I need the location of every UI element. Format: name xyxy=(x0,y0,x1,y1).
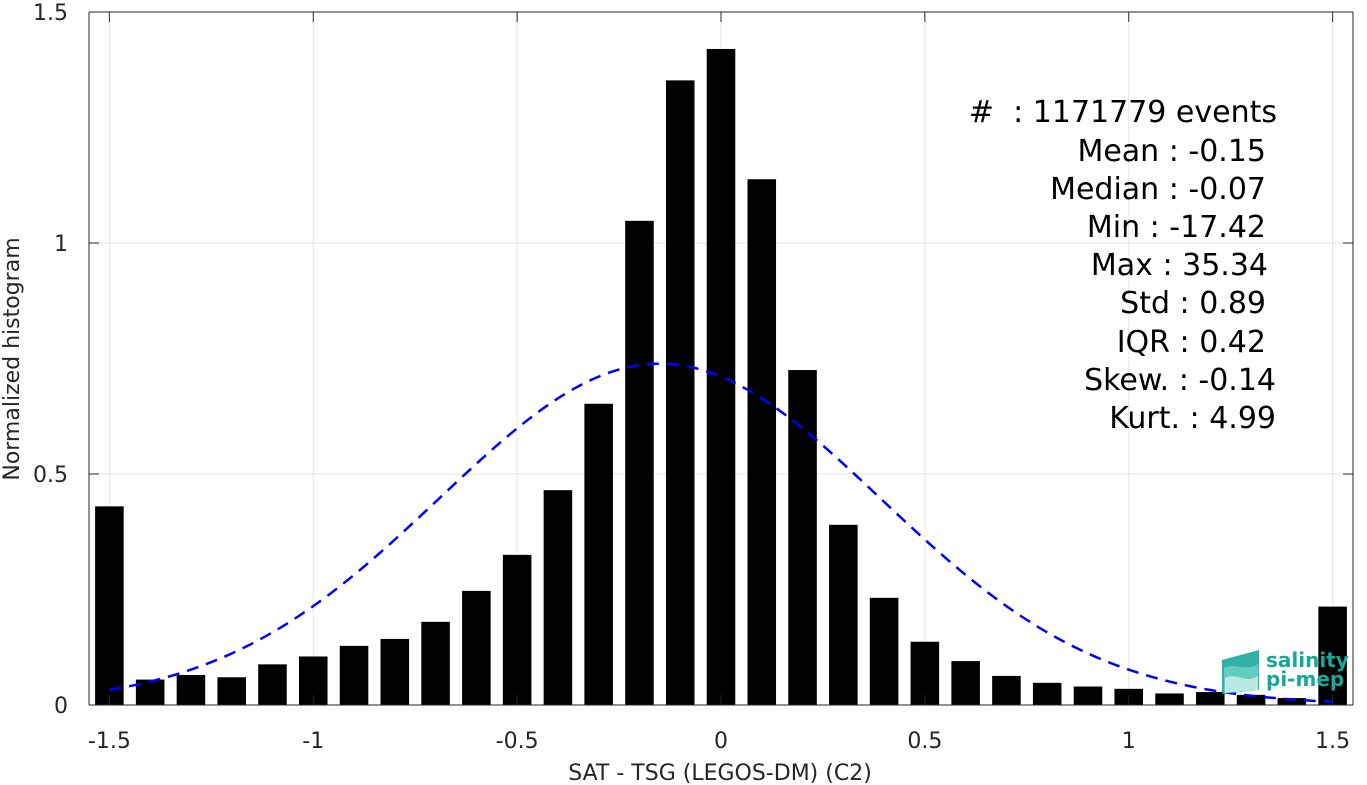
wave-icon xyxy=(1222,650,1259,694)
stat-mean: Mean : -0.15 xyxy=(1077,134,1266,169)
bar-24 xyxy=(1073,686,1103,705)
bar-9 xyxy=(462,590,491,705)
bar-27 xyxy=(1196,692,1225,705)
bar-2 xyxy=(176,674,206,705)
bar-23 xyxy=(1032,682,1062,705)
logo-line2: pi-mep xyxy=(1266,667,1344,691)
bar-28 xyxy=(1236,694,1266,705)
y-tick-label: 1.5 xyxy=(33,1,68,26)
y-axis-label: Normalized histogram xyxy=(0,237,25,480)
stat-kurt: Kurt. : 4.99 xyxy=(1109,401,1276,436)
stat-std: Std : 0.89 xyxy=(1120,286,1266,321)
stat-events: # : 1171779 events xyxy=(969,95,1277,130)
x-tick-label: -1 xyxy=(302,729,324,754)
y-tick-label: 0 xyxy=(54,694,68,719)
logo-line1: salinity xyxy=(1266,648,1349,672)
x-tick-label: 1.5 xyxy=(1315,729,1350,754)
bar-12 xyxy=(584,403,613,705)
bar-7 xyxy=(380,638,410,705)
bar-13 xyxy=(625,220,654,705)
histogram-bars xyxy=(95,48,1347,706)
x-tick-label: -1.5 xyxy=(88,729,131,754)
x-tick-label: 0.5 xyxy=(907,729,942,754)
bar-26 xyxy=(1155,693,1184,705)
x-tick-label: 0 xyxy=(714,729,728,754)
bar-19 xyxy=(869,597,899,705)
stat-iqr: IQR : 0.42 xyxy=(1117,325,1266,360)
bar-10 xyxy=(502,554,532,705)
x-axis-ticks: -1.5 -1 -0.5 0 0.5 1 1.5 xyxy=(88,12,1350,754)
bar-8 xyxy=(421,621,450,705)
bar-18 xyxy=(829,524,858,705)
bar-30 xyxy=(1318,606,1347,705)
bar-14 xyxy=(665,80,695,706)
stat-median: Median : -0.07 xyxy=(1050,172,1266,207)
bar-0 xyxy=(95,506,124,705)
normal-fit-curve xyxy=(109,362,1333,704)
y-axis-ticks: 0 0.5 1 1.5 xyxy=(33,1,1353,719)
bar-21 xyxy=(951,661,980,705)
y-tick-label: 0.5 xyxy=(33,463,68,488)
bar-16 xyxy=(747,179,777,705)
y-tick-label: 1 xyxy=(54,232,68,257)
salinity-pimep-logo: salinity pi-mep xyxy=(1222,648,1349,694)
x-tick-label: -0.5 xyxy=(496,729,539,754)
bar-22 xyxy=(992,675,1021,705)
bar-3 xyxy=(217,677,246,705)
x-tick-label: 1 xyxy=(1122,729,1136,754)
bar-4 xyxy=(258,664,287,705)
bar-20 xyxy=(910,641,940,705)
statistics-box: # : 1171779 events Mean : -0.15 Median :… xyxy=(969,95,1277,436)
bar-11 xyxy=(543,490,573,705)
x-axis-label: SAT - TSG (LEGOS-DM) (C2) xyxy=(568,761,872,785)
bar-29 xyxy=(1277,698,1307,705)
stat-min: Min : -17.42 xyxy=(1087,210,1266,245)
stat-max: Max : 35.34 xyxy=(1091,248,1268,283)
bar-17 xyxy=(788,370,817,705)
bar-15 xyxy=(706,48,736,705)
stat-skew: Skew. : -0.14 xyxy=(1084,363,1276,398)
bar-6 xyxy=(339,645,369,705)
